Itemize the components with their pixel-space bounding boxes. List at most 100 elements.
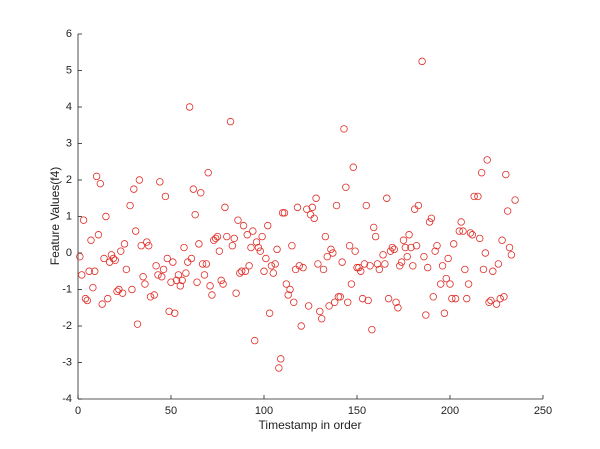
point (448, 294, 456, 303)
point (171, 309, 179, 317)
point (265, 309, 274, 317)
point (195, 240, 203, 248)
point (485, 298, 493, 306)
point (100, 254, 108, 263)
point (169, 258, 177, 266)
point (431, 247, 439, 255)
point (223, 232, 231, 241)
point (327, 245, 335, 254)
point (141, 280, 149, 288)
point (131, 227, 140, 235)
point (115, 285, 123, 294)
point (228, 241, 237, 250)
point (403, 252, 411, 261)
point (357, 267, 365, 275)
point (146, 293, 155, 301)
point (291, 265, 300, 274)
point (109, 254, 118, 263)
point (386, 247, 395, 255)
point (120, 240, 129, 248)
point (247, 243, 255, 252)
point (234, 216, 242, 224)
point (89, 283, 97, 292)
point (392, 298, 400, 306)
point (144, 241, 153, 250)
point (118, 289, 127, 297)
point (420, 252, 428, 261)
point (338, 258, 346, 266)
point (87, 236, 95, 244)
point (282, 280, 291, 288)
point (204, 168, 212, 177)
point (159, 265, 168, 274)
x-tick-label: 0 (75, 405, 81, 417)
point (236, 269, 244, 277)
point (325, 302, 333, 310)
point (241, 267, 250, 275)
point (492, 300, 501, 308)
point (133, 320, 142, 328)
point (135, 176, 144, 184)
point (349, 163, 357, 171)
point (433, 241, 441, 250)
point (388, 243, 397, 252)
point (503, 207, 512, 215)
point (91, 267, 99, 275)
point (219, 280, 227, 288)
point (316, 307, 324, 316)
point (409, 262, 417, 270)
y-tick-label: 6 (66, 28, 72, 40)
point (405, 231, 413, 239)
point (370, 223, 378, 232)
point (390, 245, 398, 254)
y-tick-label: 3 (66, 137, 72, 149)
point (476, 234, 484, 243)
point (81, 294, 90, 303)
point (113, 287, 121, 296)
point (381, 260, 389, 268)
point (150, 291, 158, 299)
point (107, 251, 116, 259)
point (94, 231, 103, 239)
point (308, 203, 317, 212)
point (239, 221, 248, 230)
point (243, 231, 251, 239)
point (312, 194, 320, 202)
point (362, 201, 370, 210)
point (371, 232, 380, 241)
point (345, 241, 354, 250)
point (232, 289, 240, 297)
point (85, 267, 93, 275)
point (79, 216, 88, 224)
point (418, 57, 426, 66)
point (487, 296, 495, 305)
point (394, 304, 402, 312)
point (96, 179, 105, 188)
point (221, 203, 229, 212)
point (193, 278, 201, 286)
point (397, 258, 406, 266)
point (230, 234, 238, 243)
point (143, 238, 151, 246)
point (505, 243, 514, 252)
point (438, 262, 447, 270)
point (126, 201, 134, 210)
point (185, 103, 194, 111)
point (187, 254, 196, 263)
point (163, 254, 171, 263)
point (329, 249, 337, 257)
point (479, 265, 488, 274)
point (364, 296, 372, 305)
point (500, 293, 508, 301)
point (494, 260, 503, 268)
point (459, 227, 467, 235)
point (258, 232, 266, 241)
point (310, 214, 318, 223)
point (286, 285, 294, 294)
y-axis-label: Feature Values(f4) (48, 167, 62, 266)
point (461, 265, 469, 274)
x-tick-label: 50 (165, 405, 177, 417)
point (303, 205, 311, 213)
point (288, 241, 296, 250)
